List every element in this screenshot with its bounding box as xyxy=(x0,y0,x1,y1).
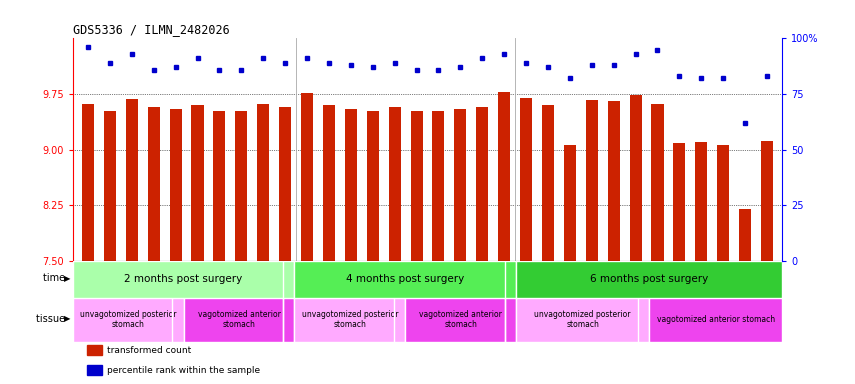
Bar xyxy=(257,104,269,261)
Text: unvagotomized posterior
stomach: unvagotomized posterior stomach xyxy=(534,310,631,329)
Bar xyxy=(717,144,729,261)
Bar xyxy=(433,111,445,261)
Text: unvagotomized posterior
stomach: unvagotomized posterior stomach xyxy=(302,310,398,329)
Text: vagotomized anterior
stomach: vagotomized anterior stomach xyxy=(419,310,502,329)
Bar xyxy=(73,261,294,298)
Bar xyxy=(629,95,641,261)
Text: percentile rank within the sample: percentile rank within the sample xyxy=(107,366,260,375)
Bar xyxy=(235,111,247,261)
Bar xyxy=(214,111,226,261)
Bar xyxy=(516,261,782,298)
Bar xyxy=(294,261,516,298)
Text: GDS5336 / ILMN_2482026: GDS5336 / ILMN_2482026 xyxy=(73,23,229,36)
Bar xyxy=(148,107,160,261)
Bar xyxy=(126,99,138,261)
Bar xyxy=(345,109,357,261)
Bar xyxy=(542,105,554,261)
Bar xyxy=(87,345,103,355)
Bar xyxy=(608,101,620,261)
Bar xyxy=(104,111,116,261)
Text: 4 months post surgery: 4 months post surgery xyxy=(346,274,464,285)
Bar xyxy=(192,105,203,261)
Bar xyxy=(649,298,782,342)
Text: vagotomized anterior
stomach: vagotomized anterior stomach xyxy=(198,310,280,329)
Bar xyxy=(520,98,532,261)
Bar xyxy=(563,144,576,261)
Bar xyxy=(73,298,184,342)
Text: time: time xyxy=(43,273,68,283)
Bar xyxy=(652,104,663,261)
Bar xyxy=(674,143,686,261)
Text: ▶: ▶ xyxy=(63,314,70,323)
Bar xyxy=(476,108,488,261)
Bar xyxy=(405,298,516,342)
Bar xyxy=(367,111,379,261)
Bar xyxy=(87,365,103,375)
Text: tissue: tissue xyxy=(36,314,68,324)
Bar xyxy=(294,298,405,342)
Bar xyxy=(184,298,294,342)
Bar xyxy=(695,142,707,261)
Text: ▶: ▶ xyxy=(63,274,70,283)
Bar xyxy=(516,298,649,342)
Bar xyxy=(410,111,422,261)
Text: transformed count: transformed count xyxy=(107,346,191,355)
Bar xyxy=(389,108,401,261)
Bar xyxy=(498,92,510,261)
Bar xyxy=(586,100,598,261)
Bar xyxy=(454,109,466,261)
Text: 2 months post surgery: 2 months post surgery xyxy=(125,274,243,285)
Text: vagotomized anterior stomach: vagotomized anterior stomach xyxy=(657,315,775,324)
Bar xyxy=(301,93,313,261)
Text: unvagotomized posterior
stomach: unvagotomized posterior stomach xyxy=(80,310,176,329)
Bar xyxy=(323,105,335,261)
Bar xyxy=(169,109,181,261)
Bar xyxy=(279,108,292,261)
Bar xyxy=(761,141,773,261)
Bar xyxy=(82,104,94,261)
Bar xyxy=(739,209,751,261)
Text: 6 months post surgery: 6 months post surgery xyxy=(590,274,709,285)
